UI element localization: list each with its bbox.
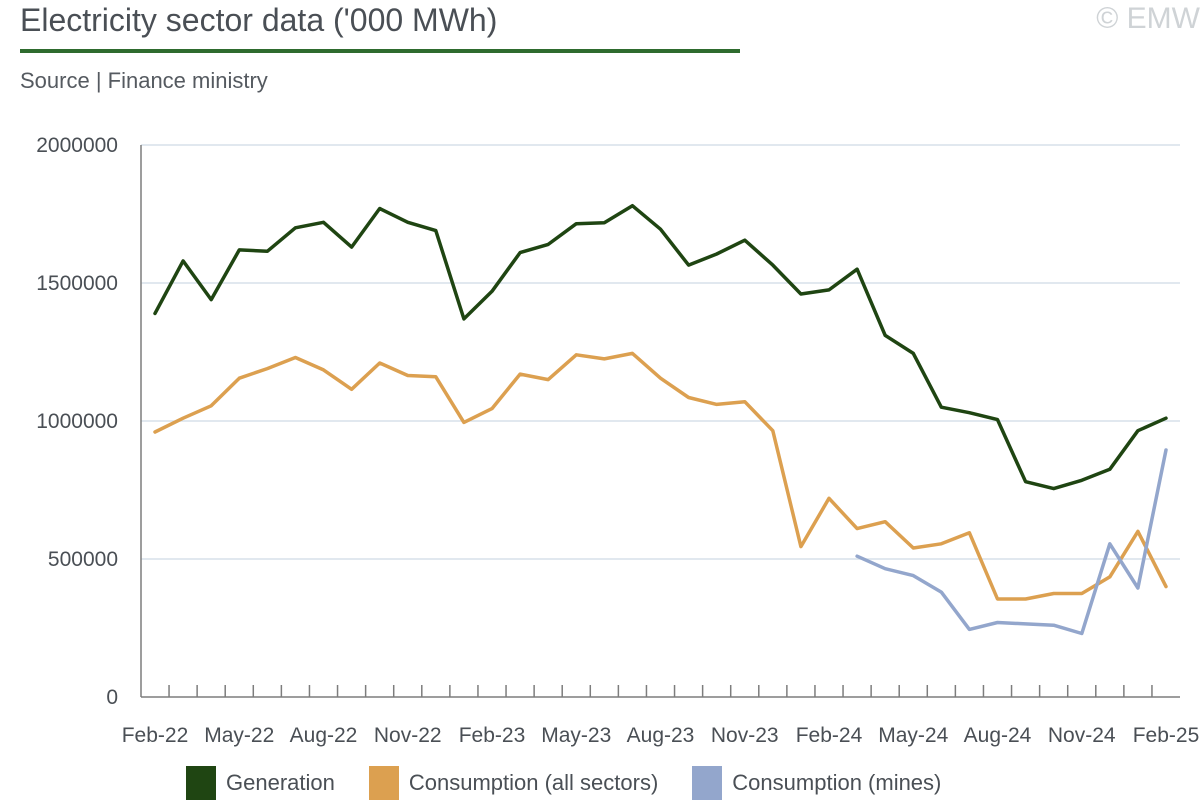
series-line-consumption-all-sectors [153,351,1168,601]
x-tick-label: Feb-22 [122,724,189,747]
y-tick-label: 1000000 [36,410,118,433]
chart-legend: Generation Consumption (all sectors) Consu… [186,766,975,800]
x-tick-label: Nov-24 [1048,724,1116,747]
x-tick-label: May-23 [541,724,611,747]
legend-swatch [692,766,723,800]
y-tick-label: 500000 [48,548,118,571]
legend-swatch [368,766,399,800]
x-tick-label: Aug-24 [964,724,1032,747]
chart-title: Electricity sector data ('000 MWh) [20,2,498,38]
y-tick-label: 1500000 [36,272,118,295]
chart-subtitle: Source | Finance ministry [20,68,268,93]
legend-swatch [186,766,216,800]
legend-item: Consumption (all sectors) [368,766,659,800]
x-tick-label: Aug-23 [627,724,695,747]
x-tick-label: Nov-22 [374,724,442,747]
legend-item: Generation [186,766,335,800]
legend-item: Consumption (mines) [692,766,941,800]
x-tick-label: May-22 [204,724,274,747]
series-line-consumption-mines [855,448,1168,636]
legend-label: Generation [226,770,335,795]
y-tick-label: 0 [106,686,118,709]
series-line-generation [153,203,1168,491]
legend-label: Consumption (all sectors) [408,770,659,795]
x-tick-label: Feb-25 [1133,724,1200,747]
x-tick-label: Feb-24 [796,724,863,747]
x-tick-label: Nov-23 [711,724,779,747]
x-tick-label: May-24 [878,724,948,747]
x-tick-label: Aug-22 [290,724,358,747]
title-underline [20,49,740,53]
y-tick-label: 2000000 [36,134,118,157]
x-tick-label: Feb-23 [459,724,526,747]
copyright-label: © EMW [1096,2,1200,35]
legend-label: Consumption (mines) [732,770,942,795]
